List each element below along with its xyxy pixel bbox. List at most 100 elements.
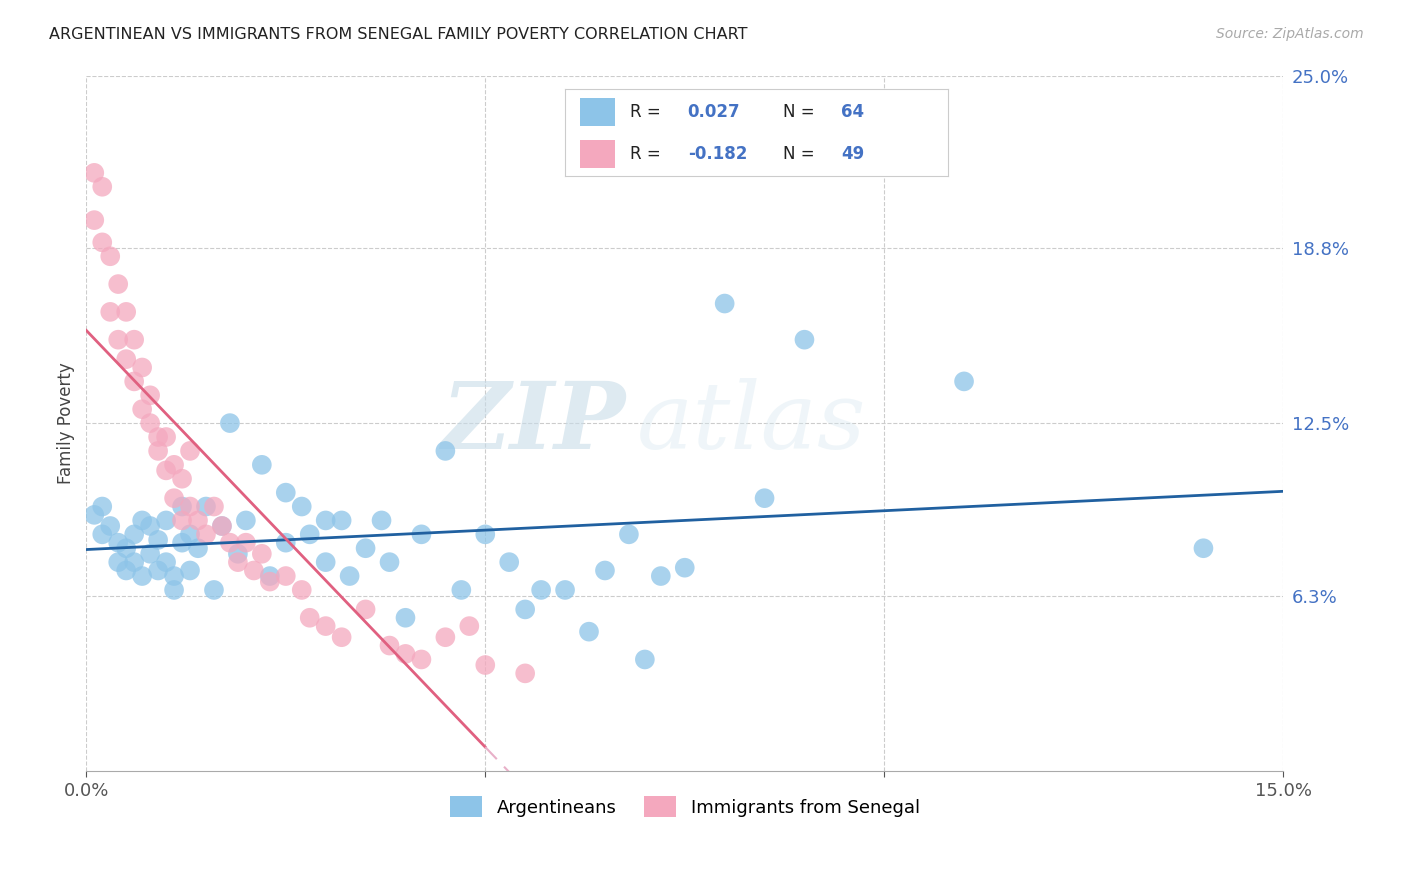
Point bbox=[155, 555, 177, 569]
Point bbox=[195, 527, 218, 541]
Text: Source: ZipAtlas.com: Source: ZipAtlas.com bbox=[1216, 27, 1364, 41]
Point bbox=[179, 527, 201, 541]
Point bbox=[474, 658, 496, 673]
Point bbox=[226, 547, 249, 561]
Point bbox=[98, 305, 121, 319]
Point bbox=[330, 630, 353, 644]
Point bbox=[515, 602, 537, 616]
Point bbox=[122, 527, 145, 541]
Point bbox=[115, 564, 138, 578]
Point bbox=[458, 619, 481, 633]
Point bbox=[139, 416, 162, 430]
Y-axis label: Family Poverty: Family Poverty bbox=[58, 362, 75, 484]
Point bbox=[394, 647, 416, 661]
Point bbox=[259, 574, 281, 589]
Point bbox=[378, 555, 401, 569]
Text: ZIP: ZIP bbox=[440, 378, 624, 468]
Point bbox=[139, 547, 162, 561]
Point bbox=[170, 500, 193, 514]
Point bbox=[91, 500, 114, 514]
Point bbox=[474, 527, 496, 541]
Point bbox=[170, 472, 193, 486]
Point bbox=[298, 527, 321, 541]
Point bbox=[163, 491, 186, 506]
Point bbox=[339, 569, 361, 583]
Point bbox=[219, 535, 242, 549]
Point bbox=[370, 513, 392, 527]
Point bbox=[226, 555, 249, 569]
Point bbox=[219, 416, 242, 430]
Point bbox=[411, 527, 433, 541]
Point bbox=[107, 555, 129, 569]
Point bbox=[115, 541, 138, 556]
Point bbox=[195, 500, 218, 514]
Point bbox=[394, 611, 416, 625]
Point bbox=[83, 508, 105, 522]
Point bbox=[155, 463, 177, 477]
Point bbox=[250, 458, 273, 472]
Point bbox=[211, 519, 233, 533]
Point bbox=[131, 402, 153, 417]
Point bbox=[315, 619, 337, 633]
Text: ARGENTINEAN VS IMMIGRANTS FROM SENEGAL FAMILY POVERTY CORRELATION CHART: ARGENTINEAN VS IMMIGRANTS FROM SENEGAL F… bbox=[49, 27, 748, 42]
Point bbox=[179, 500, 201, 514]
Point bbox=[434, 630, 457, 644]
Point bbox=[202, 500, 225, 514]
Point bbox=[274, 569, 297, 583]
Point bbox=[673, 560, 696, 574]
Point bbox=[530, 582, 553, 597]
Text: atlas: atlas bbox=[637, 378, 866, 468]
Point bbox=[98, 249, 121, 263]
Point bbox=[179, 444, 201, 458]
Point bbox=[131, 513, 153, 527]
Point bbox=[187, 541, 209, 556]
Point bbox=[122, 555, 145, 569]
Point bbox=[107, 535, 129, 549]
Point bbox=[115, 352, 138, 367]
Legend: Argentineans, Immigrants from Senegal: Argentineans, Immigrants from Senegal bbox=[443, 789, 927, 824]
Point bbox=[146, 533, 169, 547]
Point bbox=[83, 166, 105, 180]
Point bbox=[315, 555, 337, 569]
Point bbox=[291, 582, 314, 597]
Point bbox=[98, 519, 121, 533]
Point bbox=[146, 430, 169, 444]
Point bbox=[155, 430, 177, 444]
Point bbox=[450, 582, 472, 597]
Point bbox=[131, 360, 153, 375]
Point bbox=[155, 513, 177, 527]
Point bbox=[243, 564, 266, 578]
Point bbox=[554, 582, 576, 597]
Point bbox=[793, 333, 815, 347]
Point bbox=[235, 513, 257, 527]
Point bbox=[953, 375, 976, 389]
Point bbox=[515, 666, 537, 681]
Point bbox=[91, 179, 114, 194]
Point bbox=[354, 541, 377, 556]
Point bbox=[1192, 541, 1215, 556]
Point bbox=[593, 564, 616, 578]
Point bbox=[146, 564, 169, 578]
Point bbox=[259, 569, 281, 583]
Point bbox=[163, 569, 186, 583]
Point bbox=[91, 527, 114, 541]
Point bbox=[330, 513, 353, 527]
Point bbox=[107, 333, 129, 347]
Point bbox=[122, 333, 145, 347]
Point bbox=[291, 500, 314, 514]
Point bbox=[411, 652, 433, 666]
Point bbox=[650, 569, 672, 583]
Point bbox=[578, 624, 600, 639]
Point bbox=[378, 639, 401, 653]
Point bbox=[115, 305, 138, 319]
Point bbox=[617, 527, 640, 541]
Point bbox=[146, 444, 169, 458]
Point bbox=[139, 388, 162, 402]
Point bbox=[170, 535, 193, 549]
Point bbox=[139, 519, 162, 533]
Point bbox=[298, 611, 321, 625]
Point bbox=[91, 235, 114, 250]
Point bbox=[235, 535, 257, 549]
Point bbox=[713, 296, 735, 310]
Point bbox=[83, 213, 105, 227]
